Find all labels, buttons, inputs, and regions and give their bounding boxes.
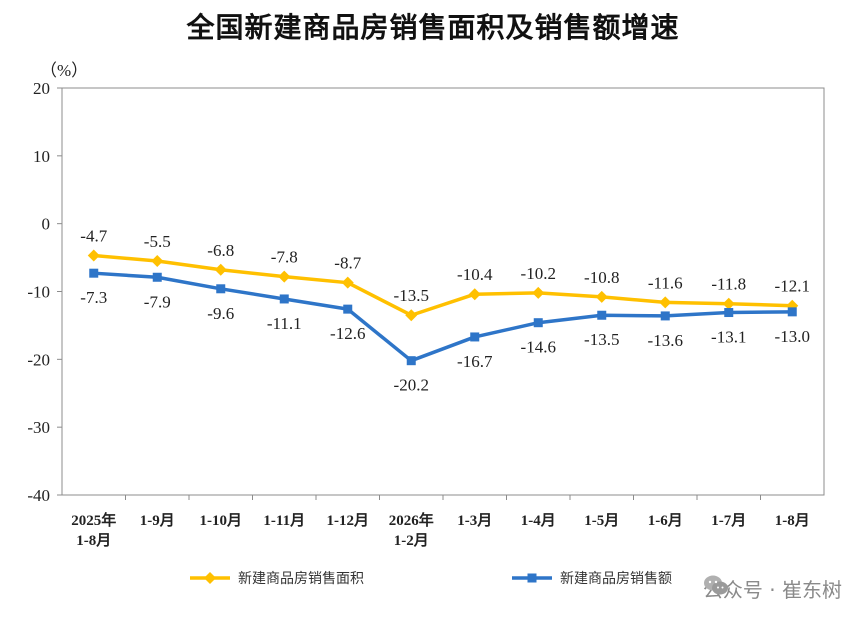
data-label: -12.6: [330, 324, 365, 343]
data-label: -13.5: [394, 286, 429, 305]
data-point-marker: [595, 290, 608, 303]
data-label: -7.9: [144, 292, 171, 311]
data-label: -10.2: [521, 264, 556, 283]
x-tick-label: 1-10月: [200, 512, 243, 529]
data-label: -13.0: [775, 327, 810, 346]
y-tick-label: -20: [27, 350, 50, 369]
data-point-marker: [660, 311, 670, 321]
y-axis-unit-label: （%）: [40, 61, 89, 80]
x-tick-label: 1-2月: [394, 532, 429, 549]
x-tick-label: 1-6月: [648, 512, 683, 529]
data-label: -11.6: [648, 273, 683, 292]
y-tick-label: 10: [33, 147, 50, 166]
x-tick-label: 1-4月: [521, 512, 556, 529]
x-tick-label: 2025年: [71, 511, 116, 529]
legend-marker: [204, 572, 216, 584]
data-point-marker: [533, 318, 543, 328]
data-point-marker: [278, 270, 291, 283]
y-tick-label: 20: [33, 79, 50, 98]
x-tick-label: 1-5月: [584, 512, 619, 529]
x-tick-label: 1-3月: [457, 512, 492, 529]
series-line-sales-amount: [93, 271, 793, 363]
data-point-marker: [214, 263, 227, 276]
data-label: -13.6: [648, 331, 683, 350]
data-point-marker: [89, 268, 99, 278]
data-point-marker: [279, 294, 289, 304]
data-point-marker: [151, 254, 164, 267]
y-tick-label: 0: [42, 215, 51, 234]
data-label: -7.3: [80, 288, 107, 307]
data-label: -10.8: [584, 268, 619, 287]
legend-label: 新建商品房销售额: [560, 571, 672, 587]
data-label: -4.7: [80, 227, 107, 246]
data-label: -13.1: [711, 328, 746, 347]
data-point-marker: [724, 308, 734, 318]
plot-area-frame: [61, 87, 825, 496]
data-point-marker: [470, 332, 480, 342]
x-tick-label: 2026年: [389, 511, 434, 529]
series-line-sales-area: [93, 253, 793, 317]
data-label: -13.5: [584, 330, 619, 349]
x-tick-label: 1-11月: [263, 512, 305, 529]
data-point-marker: [722, 297, 735, 310]
y-tick-label: -10: [27, 283, 50, 302]
data-point-marker: [152, 272, 162, 282]
data-label: -10.4: [457, 265, 493, 284]
data-label: -14.6: [521, 338, 556, 357]
data-point-marker: [787, 307, 797, 317]
chart-title: 全国新建商品房销售面积及销售额增速: [186, 11, 680, 44]
data-point-marker: [597, 310, 607, 320]
x-tick-label: 1-12月: [327, 512, 370, 529]
x-tick-label: 1-8月: [76, 532, 111, 549]
data-label: -5.5: [144, 232, 171, 251]
data-point-marker: [87, 249, 100, 262]
data-point-marker: [341, 276, 354, 289]
data-point-marker: [406, 356, 416, 366]
data-point-marker: [405, 309, 418, 322]
data-label: -11.1: [267, 314, 302, 333]
data-label: -12.1: [775, 277, 810, 296]
data-point-marker: [532, 286, 545, 299]
data-point-marker: [343, 304, 353, 314]
wechat-icon: [703, 575, 728, 595]
y-tick-label: -40: [27, 486, 50, 505]
data-label: -7.8: [271, 248, 298, 267]
data-label: -9.6: [207, 304, 234, 323]
data-point-marker: [659, 296, 672, 309]
data-point-marker: [468, 288, 481, 301]
y-tick-label: -30: [27, 418, 50, 437]
legend-label: 新建商品房销售面积: [238, 571, 364, 587]
data-label: -8.7: [334, 254, 361, 273]
x-tick-label: 1-9月: [140, 512, 175, 529]
legend-marker: [527, 573, 537, 583]
watermark: 公众号 · 崔东树: [703, 574, 842, 603]
data-label: -20.2: [394, 376, 429, 395]
data-point-marker: [216, 284, 226, 294]
data-label: -6.8: [207, 241, 234, 260]
data-label: -11.8: [711, 275, 746, 294]
x-tick-label: 1-8月: [775, 512, 810, 529]
x-tick-label: 1-7月: [711, 512, 746, 529]
data-label: -16.7: [457, 352, 493, 371]
